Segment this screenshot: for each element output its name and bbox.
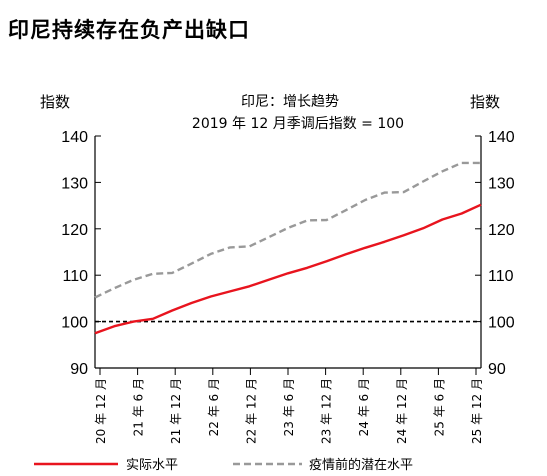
legend-label-actual: 实际水平 xyxy=(126,458,178,473)
x-tick-label: 21 年 12 月 xyxy=(169,378,183,444)
y-tick-label-right: 110 xyxy=(488,268,514,285)
y-tick-label-right: 140 xyxy=(488,129,515,146)
y-tick-label-right: 90 xyxy=(488,361,506,378)
x-tick-label: 25 年 6 月 xyxy=(432,378,446,436)
y-axis-left-label: 指数 xyxy=(40,93,70,111)
y-tick-label-left: 140 xyxy=(61,129,88,146)
y-tick-label-left: 100 xyxy=(61,315,88,332)
x-tick-label: 21 年 6 月 xyxy=(132,378,146,436)
potential-level-line xyxy=(94,161,481,299)
x-tick-label: 25 年 12 月 xyxy=(470,378,484,444)
y-axis-right-label: 指数 xyxy=(470,93,500,111)
y-tick-label-right: 120 xyxy=(488,222,515,239)
y-tick-label-right: 130 xyxy=(488,175,515,192)
actual-level-line xyxy=(94,203,482,335)
y-tick-label-left: 130 xyxy=(61,175,88,192)
y-tick-label-left: 90 xyxy=(70,361,88,378)
x-tick-label: 24 年 6 月 xyxy=(357,378,371,436)
page-heading: 印尼持续存在负产出缺口 xyxy=(8,18,250,42)
x-tick-label: 22 年 12 月 xyxy=(244,378,258,444)
x-tick-label: 22 年 6 月 xyxy=(207,378,221,436)
chart-subtitle: 2019 年 12 月季调后指数 = 100 xyxy=(192,116,404,132)
chart-title: 印尼：增长趋势 xyxy=(241,94,339,110)
legend-label-potential: 疫情前的潜在水平 xyxy=(309,457,413,473)
y-tick-label-left: 120 xyxy=(61,222,88,239)
x-tick-label: 23 年 6 月 xyxy=(282,378,296,436)
x-tick-label: 24 年 12 月 xyxy=(395,378,409,444)
y-tick-label-left: 110 xyxy=(62,268,88,285)
x-tick-label: 23 年 12 月 xyxy=(320,378,334,444)
y-tick-label-right: 100 xyxy=(488,315,515,332)
x-tick-label: 20 年 12 月 xyxy=(94,378,108,444)
